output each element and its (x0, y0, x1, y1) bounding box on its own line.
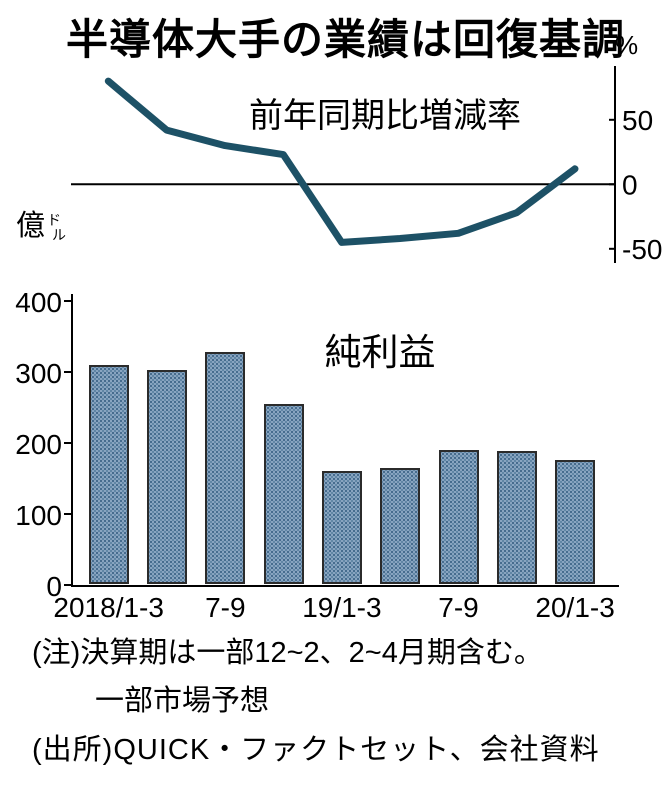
left-axis-unit-sub: ド ル (47, 213, 66, 242)
x-axis-tick-label: 2018/1-3 (53, 592, 164, 623)
left-axis-tick-label: 100 (15, 499, 62, 531)
net-profit-bar (438, 450, 479, 585)
left-axis-tick (64, 583, 71, 586)
footnote-line-1: (注)決算期は一部12~2、2~4月期含む。 (32, 637, 543, 669)
right-axis-tick-label: -50 (622, 234, 662, 265)
yoy-change-line-chart: 50 0 -50 (71, 66, 662, 265)
right-axis-unit-label: % (615, 30, 639, 60)
left-axis-unit-main: 億 (16, 210, 46, 242)
net-profit-bar (263, 403, 304, 585)
right-axis-tick-label: 0 (622, 169, 638, 200)
bar-chart-series-label: 純利益 (324, 332, 436, 373)
net-profit-bar (205, 351, 246, 585)
left-axis-tick-label: 0 (46, 570, 62, 602)
x-axis-tick-label: 7-9 (438, 592, 479, 623)
left-axis-tick-label: 200 (15, 428, 62, 460)
left-axis-tick (64, 299, 71, 302)
right-axis-tick-label: 50 (622, 105, 653, 136)
net-profit-bar (147, 369, 187, 585)
line-chart-series-label: 前年同期比増減率 (249, 97, 521, 135)
left-axis-tick (64, 441, 71, 444)
x-axis-tick-label: 20/1-3 (535, 592, 615, 623)
left-axis-tick-label: 400 (15, 286, 62, 318)
left-axis-unit-sub2: ル (52, 226, 67, 243)
source-attribution: (出所)QUICK・ファクトセット、会社資料 (32, 734, 600, 766)
footnote-line-2: 一部市場予想 (95, 685, 270, 717)
left-axis-tick-label: 300 (15, 357, 62, 389)
net-profit-bar (88, 364, 129, 585)
net-profit-bar (321, 471, 362, 585)
x-axis-tick-label: 19/1-3 (302, 592, 382, 623)
page-title: 半導体大手の業績は回復基調 (66, 16, 626, 63)
net-profit-bar (555, 460, 596, 585)
net-profit-bar (496, 451, 537, 585)
left-axis-unit-label: 億 ド ル (16, 212, 66, 242)
bar-chart-y-axis (71, 294, 73, 587)
left-axis-tick (64, 370, 71, 373)
yoy-change-line-series (104, 77, 579, 246)
net-profit-bar (380, 468, 421, 585)
left-axis-unit-sub1: ド (47, 212, 62, 228)
left-axis-tick (64, 512, 71, 515)
bar-chart-x-axis (71, 584, 619, 587)
x-axis-tick-label: 7-9 (205, 592, 246, 623)
